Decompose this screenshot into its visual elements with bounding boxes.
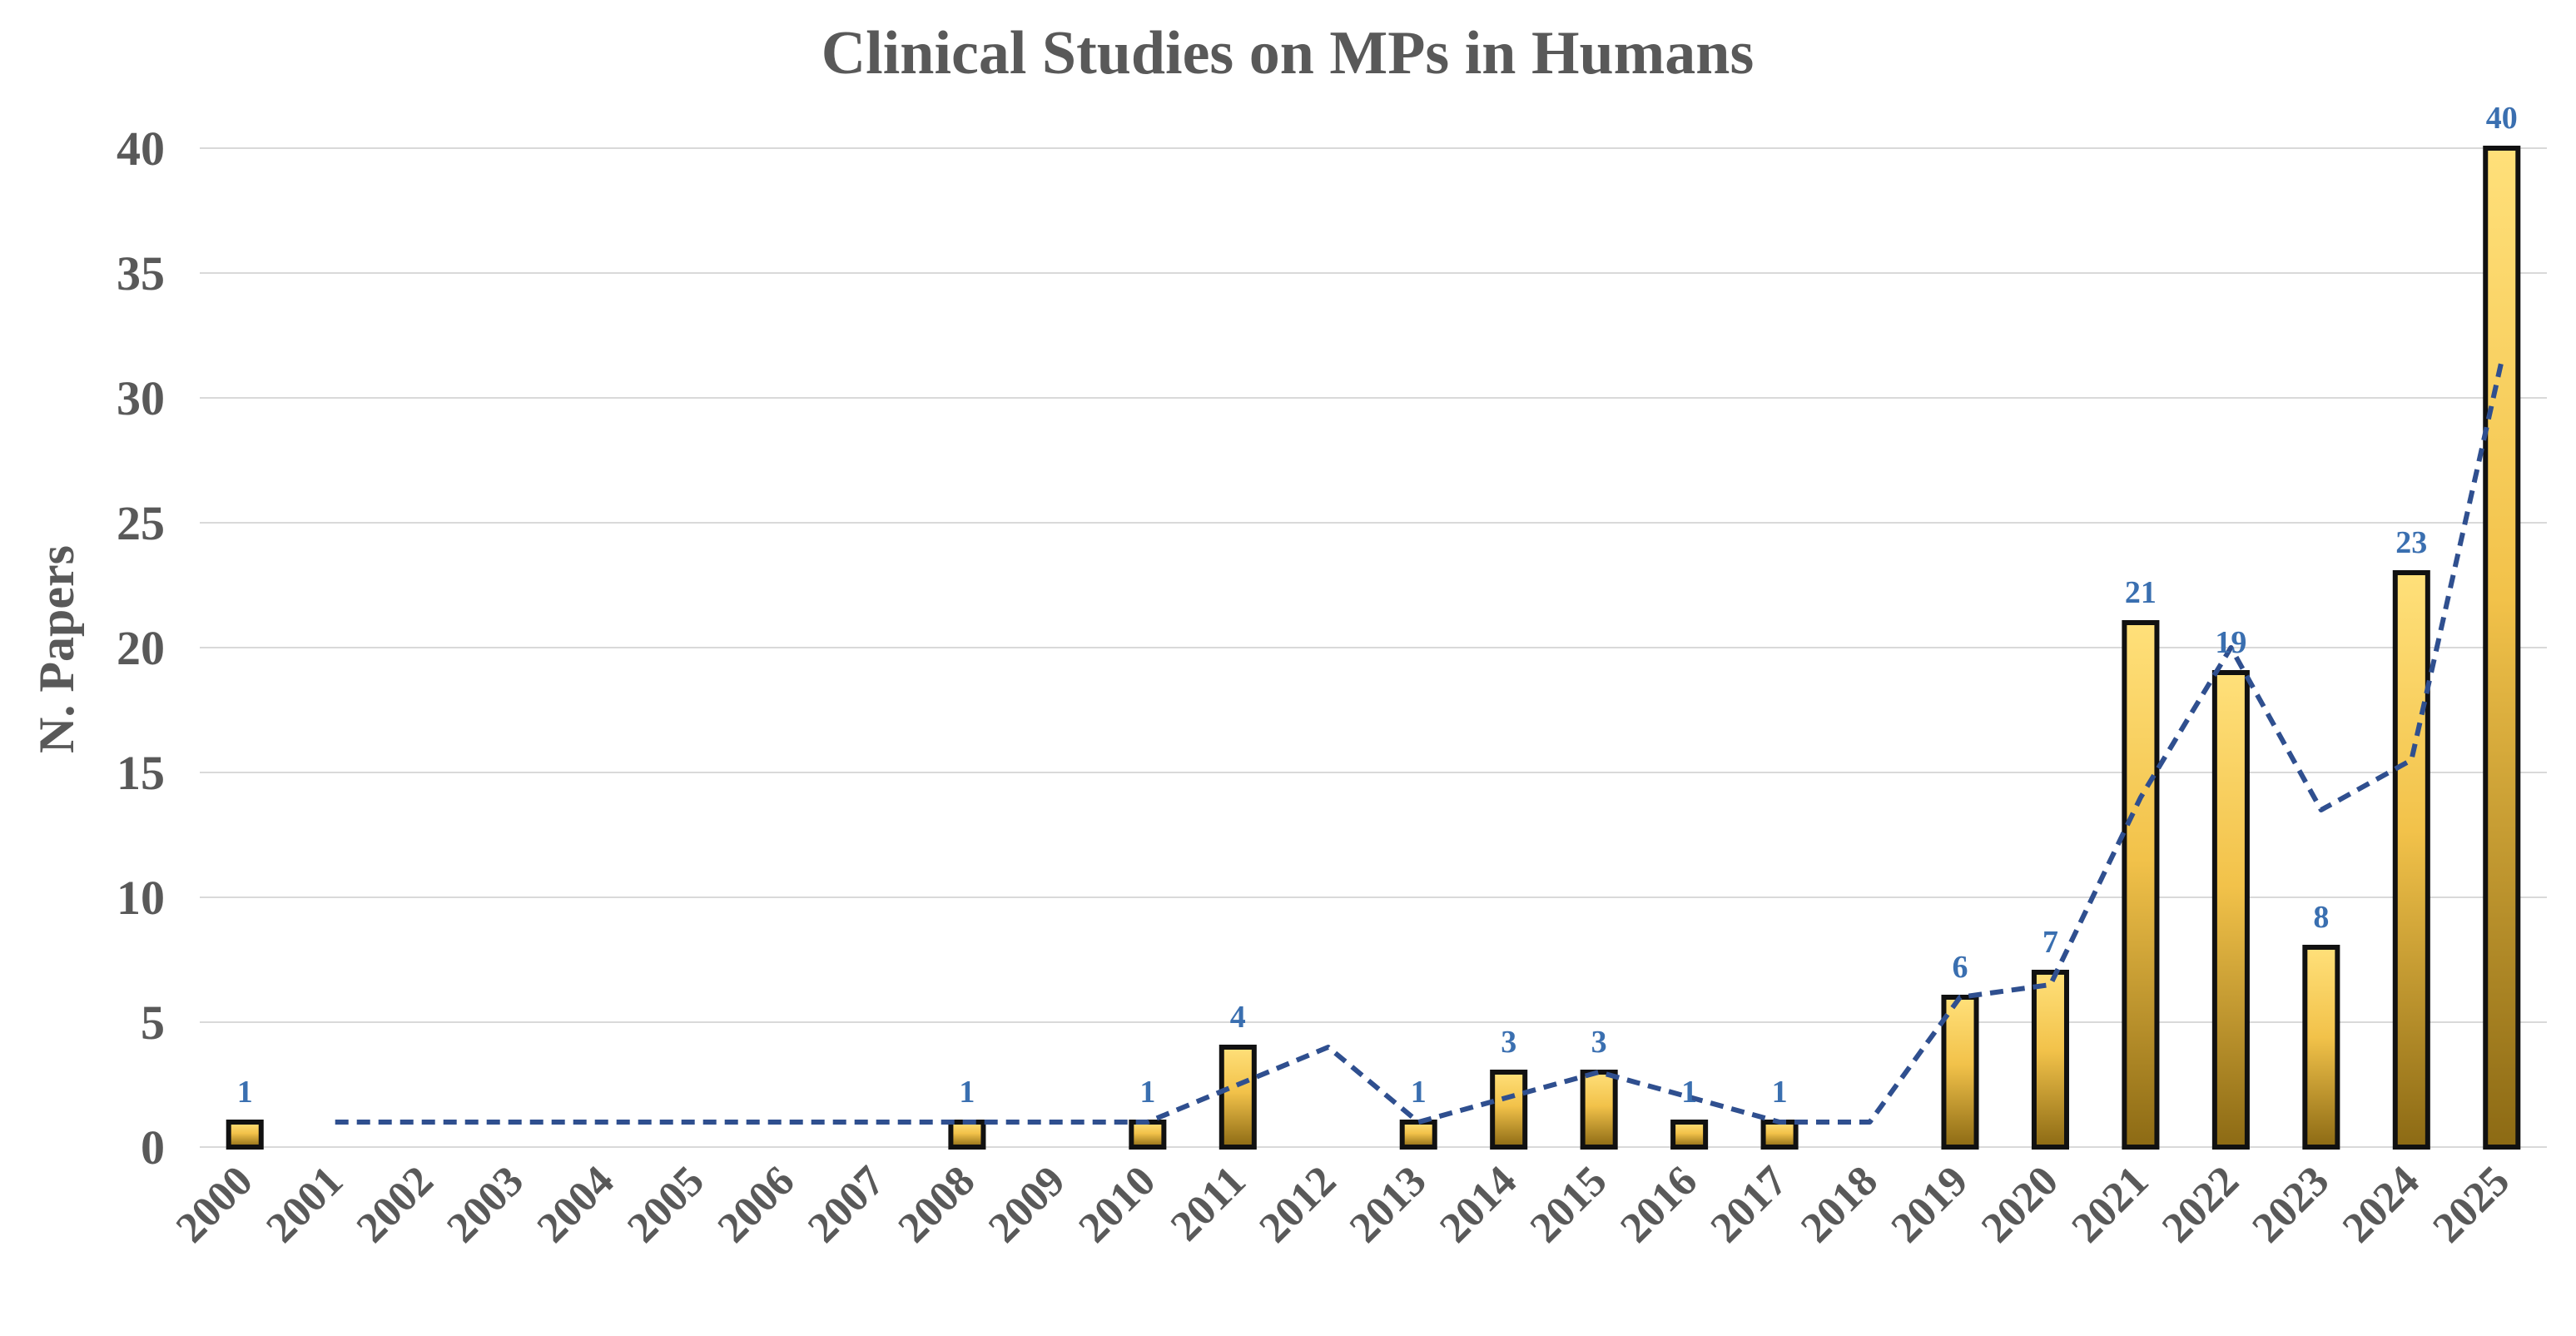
bar-2016 <box>1670 1120 1709 1150</box>
data-label-2014: 3 <box>1501 1025 1516 1060</box>
data-label-2021: 21 <box>2125 575 2157 610</box>
data-label-2010: 1 <box>1139 1075 1155 1110</box>
bar-2013 <box>1399 1120 1437 1150</box>
bar-2019 <box>1941 995 1979 1150</box>
x-tick-label: 2001 <box>257 1157 352 1252</box>
x-tick-label: 2015 <box>1521 1157 1616 1252</box>
bar-2000 <box>226 1120 264 1150</box>
bar-2022 <box>2211 670 2250 1150</box>
y-tick-label: 10 <box>117 871 165 925</box>
data-label-2025: 40 <box>2486 101 2518 136</box>
x-tick-label: 2010 <box>1070 1157 1164 1252</box>
data-label-2022: 19 <box>2215 625 2246 660</box>
data-label-2024: 23 <box>2395 525 2427 560</box>
y-tick-label: 15 <box>117 746 165 800</box>
x-tick-label: 2013 <box>1341 1157 1436 1252</box>
x-tick-label: 2024 <box>2334 1157 2429 1252</box>
y-tick-label: 35 <box>117 246 165 300</box>
x-tick-label: 2023 <box>2243 1157 2338 1252</box>
data-label-2023: 8 <box>2313 900 2329 935</box>
x-tick-label: 2011 <box>1162 1157 1255 1250</box>
bar-2025 <box>2483 146 2521 1150</box>
x-tick-label: 2007 <box>799 1157 894 1252</box>
x-tick-label: 2016 <box>1611 1157 1706 1252</box>
chart-title: Clinical Studies on MPs in Humans <box>821 19 1755 87</box>
x-axis-ticks: 2000200120022003200420052006200720082009… <box>167 1157 2519 1252</box>
data-label-2019: 6 <box>1953 950 1968 985</box>
x-tick-label: 2000 <box>167 1157 262 1252</box>
x-tick-label: 2005 <box>618 1157 713 1252</box>
bar-2008 <box>948 1120 986 1150</box>
x-tick-label: 2019 <box>1883 1157 1978 1252</box>
data-label-2017: 1 <box>1772 1075 1788 1110</box>
y-axis-label: N. Papers <box>29 545 84 753</box>
x-tick-label: 2008 <box>890 1157 985 1252</box>
data-labels: 1 1 1 4 1 3 3 1 1 6 7 21 19 8 23 40 <box>237 101 2518 1110</box>
data-label-2015: 3 <box>1591 1025 1607 1060</box>
data-label-2020: 7 <box>2042 925 2058 960</box>
bars <box>226 146 2521 1150</box>
x-tick-label: 2018 <box>1792 1157 1887 1252</box>
bar-2021 <box>2122 620 2160 1150</box>
x-tick-label: 2025 <box>2424 1157 2519 1252</box>
bar-2020 <box>2031 970 2069 1150</box>
bar-2015 <box>1580 1070 1618 1150</box>
x-tick-label: 2014 <box>1431 1157 1526 1252</box>
x-tick-label: 2009 <box>980 1157 1075 1252</box>
bar-2023 <box>2302 945 2340 1150</box>
y-tick-label: 20 <box>117 621 165 675</box>
bar-2010 <box>1129 1120 1167 1150</box>
data-label-2000: 1 <box>237 1075 253 1110</box>
data-label-2011: 4 <box>1230 1000 1246 1035</box>
y-tick-label: 25 <box>117 496 165 550</box>
data-label-2016: 1 <box>1681 1075 1697 1110</box>
y-tick-label: 0 <box>141 1120 165 1175</box>
bar-2014 <box>1490 1070 1528 1150</box>
x-tick-label: 2020 <box>1973 1157 2067 1252</box>
data-label-2013: 1 <box>1411 1075 1427 1110</box>
gridlines <box>200 147 2547 1148</box>
y-tick-label: 5 <box>141 996 165 1050</box>
bar-2017 <box>1760 1120 1799 1150</box>
bar-2011 <box>1219 1045 1257 1150</box>
x-tick-label: 2003 <box>438 1157 533 1252</box>
bar-2024 <box>2392 570 2430 1150</box>
x-tick-label: 2017 <box>1702 1157 1797 1252</box>
y-axis-ticks: 0 5 10 15 20 25 30 35 40 <box>117 122 165 1175</box>
trendline-group <box>335 360 2504 1125</box>
trendline <box>335 360 2504 1125</box>
y-tick-label: 30 <box>117 371 165 425</box>
x-tick-label: 2004 <box>529 1157 623 1252</box>
data-label-2008: 1 <box>959 1075 975 1110</box>
x-tick-label: 2012 <box>1250 1157 1345 1252</box>
x-tick-label: 2022 <box>2153 1157 2248 1252</box>
x-tick-label: 2021 <box>2063 1157 2158 1252</box>
x-tick-label: 2002 <box>348 1157 443 1252</box>
x-tick-label: 2006 <box>709 1157 804 1252</box>
y-tick-label: 40 <box>117 122 165 176</box>
